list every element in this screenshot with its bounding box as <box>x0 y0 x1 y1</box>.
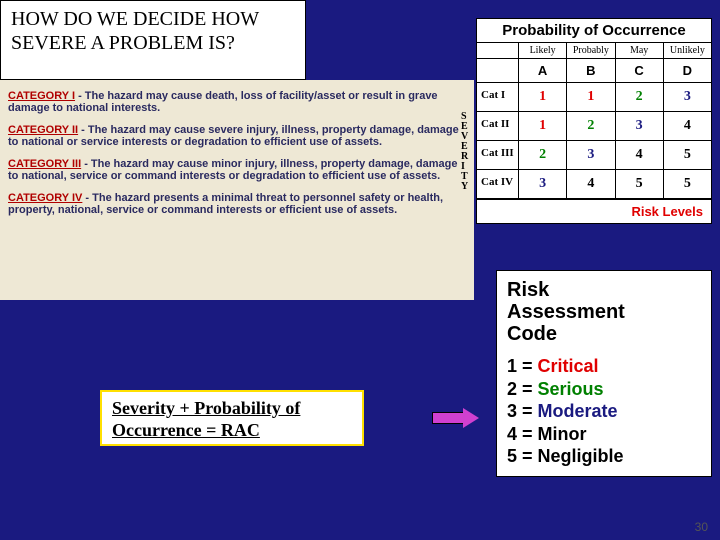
rac-legend-item: 4 = Minor <box>507 423 701 446</box>
matrix-col-letter: C <box>616 59 664 83</box>
matrix-cell: 2 <box>567 112 615 141</box>
matrix-col-letters: ABCD <box>477 59 711 83</box>
rac-legend-title: Risk Assessment Code <box>507 279 701 345</box>
matrix-row-label: Cat III <box>477 141 519 170</box>
rac-legend-item: 3 = Moderate <box>507 400 701 423</box>
matrix-row: Cat I1123 <box>477 83 711 112</box>
matrix-cell: 3 <box>664 83 711 112</box>
matrix-col-letter: D <box>664 59 711 83</box>
severity-categories: CATEGORY I - The hazard may cause death,… <box>0 80 474 300</box>
matrix-col-header: Likely <box>519 43 567 59</box>
rac-legend-item: 2 = Serious <box>507 378 701 401</box>
matrix-cell: 5 <box>664 141 711 170</box>
probability-matrix: Probability of Occurrence LikelyProbably… <box>476 18 712 224</box>
rac-legend-item: 1 = Critical <box>507 355 701 378</box>
matrix-cell: 2 <box>519 141 567 170</box>
rac-legend: Risk Assessment Code 1 = Critical2 = Ser… <box>496 270 712 477</box>
matrix-col-header: Probably <box>567 43 615 59</box>
matrix-col-header: May <box>616 43 664 59</box>
matrix-row-label: Cat I <box>477 83 519 112</box>
matrix-cell: 3 <box>519 170 567 199</box>
rac-legend-item: 5 = Negligible <box>507 445 701 468</box>
matrix-cell: 3 <box>567 141 615 170</box>
page-title: HOW DO WE DECIDE HOW SEVERE A PROBLEM IS… <box>0 0 306 80</box>
matrix-row-label: Cat II <box>477 112 519 141</box>
matrix-cell: 3 <box>616 112 664 141</box>
slide-number: 30 <box>695 520 708 534</box>
matrix-cell: 1 <box>567 83 615 112</box>
matrix-title: Probability of Occurrence <box>477 19 711 43</box>
matrix-cell: 5 <box>616 170 664 199</box>
rac-formula: Severity + Probability of Occurrence = R… <box>100 390 364 446</box>
category-item: CATEGORY I - The hazard may cause death,… <box>8 90 466 114</box>
matrix-cell: 4 <box>664 112 711 141</box>
matrix-cell: 4 <box>567 170 615 199</box>
matrix-cell: 1 <box>519 112 567 141</box>
category-item: CATEGORY IV - The hazard presents a mini… <box>8 192 466 216</box>
matrix-row: Cat III2345 <box>477 141 711 170</box>
matrix-col-letter: A <box>519 59 567 83</box>
matrix-cell: 1 <box>519 83 567 112</box>
matrix-cell: 2 <box>616 83 664 112</box>
severity-axis-label: SEVERITY <box>461 112 468 192</box>
matrix-col-header: Unlikely <box>664 43 711 59</box>
matrix-footer: Risk Levels <box>477 199 711 223</box>
matrix-cell: 5 <box>664 170 711 199</box>
arrow-icon <box>432 408 480 428</box>
matrix-col-letter: B <box>567 59 615 83</box>
matrix-col-headers: LikelyProbablyMayUnlikely <box>477 43 711 59</box>
matrix-cell: 4 <box>616 141 664 170</box>
category-item: CATEGORY III - The hazard may cause mino… <box>8 158 466 182</box>
matrix-row: Cat IV3455 <box>477 170 711 199</box>
matrix-row-label: Cat IV <box>477 170 519 199</box>
matrix-row: Cat II1234 <box>477 112 711 141</box>
category-item: CATEGORY II - The hazard may cause sever… <box>8 124 466 148</box>
